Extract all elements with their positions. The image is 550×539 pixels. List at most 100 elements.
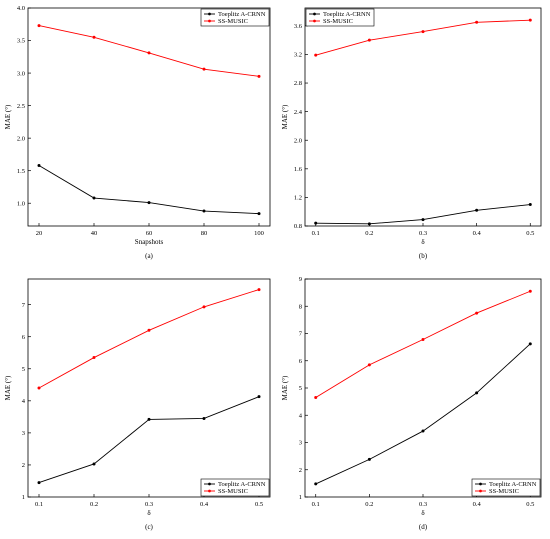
x-tick-label: 0.1 [312,501,320,508]
data-point [147,417,151,421]
data-point [257,74,261,78]
legend-swatch-marker [208,19,211,23]
series-line [38,289,260,389]
x-tick-label: 20 [36,230,43,237]
series-line [38,25,260,77]
y-tick-label: 2.4 [294,109,303,116]
data-point [475,20,479,24]
legend-label: SS-MUSIC [218,18,248,25]
x-axis-label: δ [421,238,425,246]
data-point [92,356,96,360]
x-tick-label: 60 [146,230,153,237]
legend-label: SS-MUSIC [489,488,519,495]
x-tick-label: 0.4 [200,501,209,508]
x-tick-label: 0.4 [473,230,482,237]
y-tick-label: 9 [299,276,302,283]
data-point [37,24,41,28]
legend-label: Toeplitz A-CRNN [489,481,537,488]
series-line [315,290,531,398]
legend-box [471,478,541,497]
y-tick-label: 2 [299,467,302,474]
legend-box [200,478,270,497]
data-point [257,395,261,399]
data-point [202,305,206,309]
data-point [257,288,261,292]
data-point [367,363,371,367]
y-tick-label: 5 [22,366,25,373]
y-axis-label: MAE (°) [4,104,12,129]
data-point [421,429,425,433]
y-tick-label: 5 [299,385,302,392]
legend-swatch-marker [479,489,482,493]
x-tick-label: 0.5 [526,230,534,237]
x-tick-label: 0.5 [255,501,263,508]
y-axis-label: MAE (°) [4,375,12,400]
y-tick-label: 1 [299,494,302,501]
data-point [421,218,425,222]
panel-caption: (a) [145,252,153,260]
legend-swatch-marker [208,482,211,486]
legend-box [200,8,270,27]
data-point [528,342,532,346]
legend-swatch-marker [313,19,316,23]
plot-frame [27,278,271,498]
data-point [367,38,371,42]
y-tick-label: 3 [22,430,25,437]
plot-frame [304,278,542,498]
legend-swatch-marker [479,482,482,486]
y-tick-label: 0.8 [294,223,302,230]
data-point [202,67,206,71]
y-tick-label: 2.0 [17,135,25,142]
data-point [202,416,206,420]
y-tick-label: 3.0 [17,70,25,77]
data-point [92,35,96,39]
x-tick-label: 0.4 [473,501,482,508]
data-point [528,289,532,293]
data-point [37,163,41,167]
data-point [257,212,261,216]
y-tick-label: 4 [299,412,303,419]
data-point [92,196,96,200]
data-point [37,481,41,485]
y-tick-label: 1.2 [294,195,302,202]
panel-caption: (d) [419,523,428,531]
data-point [147,328,151,332]
legend-box [305,8,375,27]
y-tick-label: 1.5 [17,168,25,175]
data-point [314,482,318,486]
legend-swatch-marker [313,12,316,16]
data-point [475,311,479,315]
x-tick-label: 0.2 [365,230,373,237]
data-point [314,53,318,57]
x-tick-label: 0.3 [145,501,153,508]
y-tick-label: 2.8 [294,80,302,87]
y-tick-label: 2.0 [294,137,302,144]
x-tick-label: 100 [254,230,264,237]
y-tick-label: 3.6 [294,23,303,30]
legend-swatch-marker [208,489,211,493]
data-point [367,222,371,226]
data-point [475,391,479,395]
data-point [147,51,151,55]
data-point [367,457,371,461]
legend-swatch-marker [208,12,211,16]
series-line [38,165,260,215]
y-tick-label: 7 [299,331,303,338]
y-tick-label: 1.6 [294,166,303,173]
data-point [314,396,318,400]
x-tick-label: 0.2 [365,501,373,508]
series-line [315,343,531,485]
legend-label: Toeplitz A-CRNN [323,11,371,18]
x-tick-label: 0.1 [312,230,320,237]
x-tick-label: 0.3 [419,230,427,237]
y-tick-label: 7 [22,302,26,309]
data-point [421,337,425,341]
plot-frame [27,7,271,227]
plot-frame [304,7,542,227]
data-point [475,208,479,212]
series-line [38,396,260,483]
x-axis-label: δ [147,509,151,517]
